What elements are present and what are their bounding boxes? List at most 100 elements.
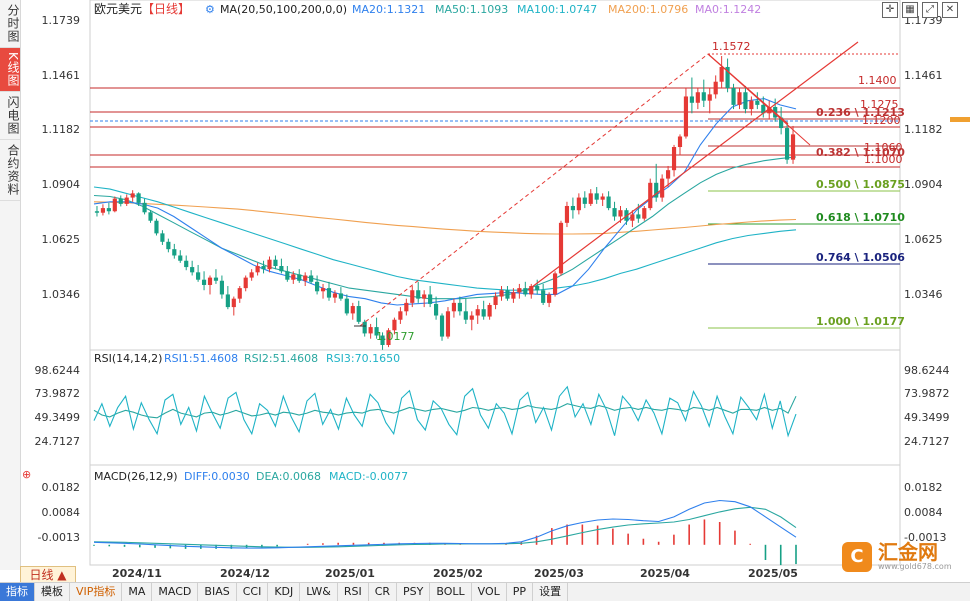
toolbar-indicators[interactable]: 指标 [0, 583, 35, 601]
toolbar-boll[interactable]: BOLL [430, 583, 472, 601]
crosshair-icon[interactable]: ✛ [882, 2, 898, 18]
candle-body [570, 205, 575, 211]
macd-target-icon[interactable]: ⊕ [22, 468, 31, 481]
candle-body [398, 311, 403, 320]
candle [689, 77, 694, 114]
macd-tick-right: 0.0182 [904, 481, 943, 494]
candle [303, 272, 308, 287]
toolbar-bias[interactable]: BIAS [198, 583, 237, 601]
candle [398, 307, 403, 324]
candle-body [790, 134, 796, 160]
candle [332, 290, 338, 303]
toolbar-cr[interactable]: CR [369, 583, 398, 601]
toolbar-rsi[interactable]: RSI [338, 583, 369, 601]
toolbar-kdj[interactable]: KDJ [268, 583, 301, 601]
toolbar-vol[interactable]: VOL [472, 583, 507, 601]
trendline-support[interactable] [527, 41, 859, 291]
candle [767, 100, 772, 120]
candle-body [707, 94, 712, 101]
candle-body [642, 208, 647, 219]
candle-body [493, 296, 498, 305]
candle-body [654, 182, 659, 198]
tab-time-sharing[interactable]: 分时图 [0, 0, 20, 48]
side-tab-bar: 分时图 K线图 闪电图 合约资料 [0, 0, 21, 570]
price-lines: 1.1400 1.1275 1.1200 1.1060 1.1000 [90, 74, 903, 168]
close-icon[interactable]: ✕ [942, 2, 958, 18]
low-label: 1.0177 [376, 330, 415, 343]
indicator-toolbar: 指标 模板 VIP指标 MA MACD BIAS CCI KDJ LW& RSI… [0, 582, 970, 601]
candle-body [386, 330, 391, 345]
settings-icon[interactable]: ⚙ [205, 3, 215, 16]
trendline-resistance-2[interactable] [707, 53, 811, 146]
macd-diff-line [93, 499, 797, 549]
fullscreen-icon[interactable]: ⤢ [922, 2, 938, 18]
price-tick-right: 1.0346 [904, 288, 943, 301]
candle [695, 88, 700, 110]
rsi-tick-right: 73.9872 [904, 387, 950, 400]
chart-canvas[interactable]: 欧元美元 【日线】 ⚙ MA(20,50,100,200,0,0) MA20:1… [20, 0, 970, 582]
candle [285, 266, 290, 282]
candle-body [588, 193, 593, 204]
tab-flash-chart[interactable]: 闪电图 [0, 92, 20, 140]
tab-kline[interactable]: K线图 [0, 48, 20, 92]
tab-contract-info[interactable]: 合约资料 [0, 140, 20, 201]
toolbar-settings[interactable]: 设置 [533, 583, 569, 601]
candle [499, 286, 504, 301]
candle [190, 260, 195, 276]
macd-tick-right: -0.0013 [904, 531, 946, 544]
candle-body [636, 214, 641, 219]
candle [463, 298, 468, 324]
price-tick: 1.1461 [42, 69, 81, 82]
candle-body [261, 266, 266, 270]
candle-body [362, 321, 367, 334]
macd-tick: 0.0182 [42, 481, 81, 494]
candle [136, 192, 141, 206]
macd-tick-right: 0.0084 [904, 506, 943, 519]
toolbar-pp[interactable]: PP [507, 583, 534, 601]
candle-body [660, 178, 665, 198]
candle [118, 195, 123, 207]
candle [166, 238, 171, 253]
date-tick: 2024/11 [112, 567, 162, 580]
candle-body [255, 266, 260, 273]
candle-body [190, 267, 195, 273]
fib-label: 0.382 \ 1.1070 [816, 146, 905, 159]
fib-trend-dashed[interactable] [359, 53, 709, 327]
candle-body [243, 277, 248, 289]
candle-body [505, 290, 510, 299]
toolbar-cci[interactable]: CCI [237, 583, 269, 601]
candle-body [755, 100, 760, 105]
candle-body [130, 193, 135, 198]
candle-body [184, 260, 189, 268]
toolbar-ma[interactable]: MA [122, 583, 153, 601]
toolbar-psy[interactable]: PSY [397, 583, 431, 601]
rsi-axis: 98.6244 73.9872 49.3499 24.7127 98.6244 … [35, 364, 950, 448]
macd-axis: 0.0182 0.0084 -0.0013 0.0182 0.0084 -0.0… [38, 481, 947, 544]
candle-body [784, 128, 790, 160]
candle [106, 202, 111, 215]
candle [207, 275, 213, 295]
candle [160, 230, 165, 245]
candle-body [547, 294, 552, 303]
candle-body [439, 315, 445, 337]
fib-label: 1.000 \ 1.0177 [816, 315, 905, 328]
toolbar-vip[interactable]: VIP指标 [70, 583, 123, 601]
toolbar-lw[interactable]: LW& [300, 583, 338, 601]
current-price-pointer [950, 117, 970, 122]
candle-body [136, 193, 141, 203]
rsi-tick: 73.9872 [35, 387, 81, 400]
rsi-title: RSI(14,14,2) [94, 352, 162, 365]
candle [517, 283, 522, 299]
ma100-line [93, 186, 797, 291]
ma50-value: MA50:1.1093 [435, 3, 508, 16]
candle [130, 190, 135, 202]
toolbar-macd[interactable]: MACD [152, 583, 199, 601]
grid-icon[interactable]: ▦ [902, 2, 918, 18]
rsi2-value: RSI2:51.4608 [244, 352, 318, 365]
toolbar-templates[interactable]: 模板 [35, 583, 70, 601]
macd-diff-value: DIFF:0.0030 [184, 470, 250, 483]
period-tag: 【日线】 [142, 2, 190, 16]
line-label: 1.1275 [860, 98, 899, 111]
date-tick: 2025/02 [433, 567, 483, 580]
rsi1-line [93, 385, 797, 438]
